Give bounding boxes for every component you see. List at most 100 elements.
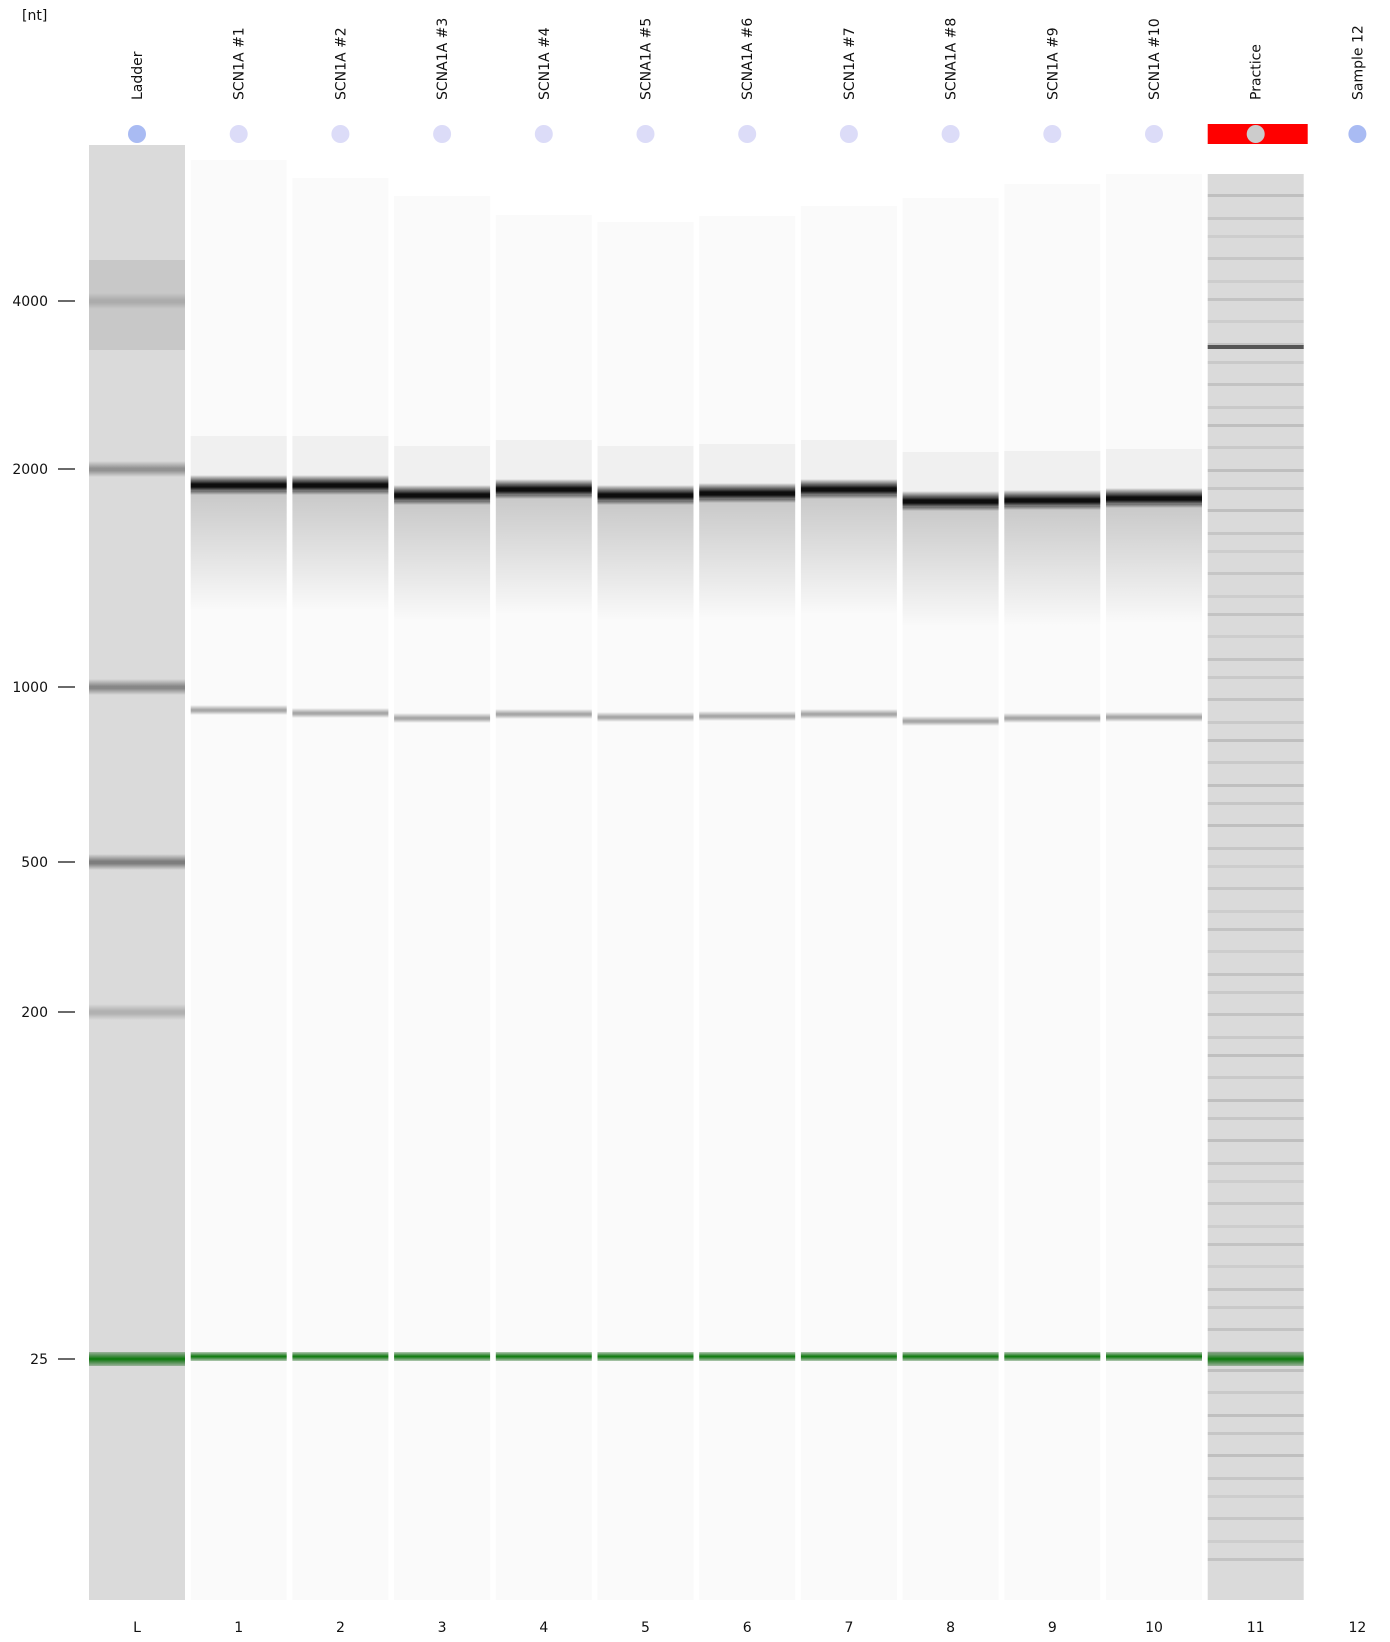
smear — [394, 501, 491, 621]
band — [902, 716, 999, 726]
band — [1207, 1202, 1304, 1205]
band — [394, 713, 491, 723]
lane-name: SCNA1A #6 — [740, 18, 756, 100]
lane: SCN1A #4 4 — [495, 27, 592, 1636]
smear — [699, 499, 796, 619]
band — [1207, 1288, 1304, 1291]
lane-name: Practice — [1249, 44, 1265, 100]
lane-body — [800, 206, 897, 1600]
lane-body — [89, 145, 185, 1600]
lane-body — [292, 178, 389, 1600]
band — [1207, 1076, 1304, 1079]
lane-name: SCNA1A #3 — [435, 18, 451, 100]
band — [1207, 1225, 1304, 1228]
tick-label: 1000 — [12, 680, 48, 696]
band — [1207, 320, 1304, 323]
band — [1207, 658, 1304, 661]
band — [1207, 1477, 1304, 1480]
smear — [495, 495, 592, 615]
smear — [1004, 506, 1101, 626]
band — [1207, 1036, 1304, 1039]
band — [1207, 865, 1304, 868]
band — [190, 705, 287, 715]
lane-dot — [839, 125, 858, 143]
lane-dot — [738, 125, 757, 143]
band — [1207, 676, 1304, 679]
lane-dot — [229, 125, 248, 143]
lane-number: 7 — [844, 1620, 853, 1636]
band — [699, 483, 796, 503]
smear — [394, 446, 491, 491]
band — [1207, 1432, 1304, 1435]
marker-band — [1004, 1352, 1101, 1361]
band — [1207, 1265, 1304, 1268]
band — [1207, 887, 1304, 890]
lane: SCN1A #1 1 — [190, 27, 287, 1636]
band — [1207, 1099, 1304, 1102]
marker-band — [394, 1352, 491, 1361]
band — [1207, 509, 1304, 512]
smear — [292, 436, 389, 481]
lane: SCN1A #7 7 — [800, 27, 897, 1636]
band — [1207, 1391, 1304, 1394]
smear — [190, 436, 287, 481]
band — [1207, 739, 1304, 742]
band — [1207, 532, 1304, 535]
lane-name: SCN1A #10 — [1147, 18, 1163, 100]
lane-number: 6 — [743, 1620, 752, 1636]
band — [495, 709, 592, 719]
smear — [292, 491, 389, 611]
lane-dot — [433, 125, 452, 143]
lane-dot — [534, 125, 553, 143]
smear — [597, 501, 694, 621]
lane-number: 5 — [641, 1620, 650, 1636]
lane-name: Sample 12 — [1350, 25, 1366, 100]
band — [1207, 406, 1304, 409]
band — [1207, 635, 1304, 638]
axis-unit: [nt] — [22, 8, 47, 24]
band — [1106, 712, 1202, 722]
lane-number: 10 — [1145, 1620, 1163, 1636]
lane-number: 3 — [438, 1620, 447, 1636]
smear — [800, 440, 897, 485]
lane: Ladder L — [89, 51, 185, 1636]
band — [699, 711, 796, 721]
band — [1207, 1013, 1304, 1016]
band — [1207, 802, 1304, 805]
lane: SCN1A #10 10 — [1106, 18, 1202, 1636]
lane-name: SCN1A #4 — [537, 27, 553, 100]
lane-name: SCN1A #1 — [232, 27, 248, 100]
band — [1207, 446, 1304, 449]
smear — [902, 452, 999, 497]
lane-body — [495, 215, 592, 1600]
lane: SCNA1A #3 3 — [394, 18, 491, 1636]
band — [1207, 1540, 1304, 1543]
lane-dot — [1145, 125, 1163, 143]
smear — [190, 491, 287, 611]
band — [89, 854, 185, 870]
band — [1207, 1517, 1304, 1520]
band — [1207, 298, 1304, 301]
lane: SCNA1A #8 8 — [902, 18, 999, 1636]
smear — [495, 440, 592, 485]
band — [1207, 1243, 1304, 1246]
band — [1207, 847, 1304, 850]
band — [1207, 345, 1304, 349]
lane-number: L — [133, 1620, 141, 1636]
lane: SCN1A #2 2 — [292, 27, 389, 1636]
band — [1207, 194, 1304, 197]
lane: Practice 11 — [1207, 44, 1308, 1636]
band — [190, 475, 287, 495]
lane-name: SCNA1A #5 — [639, 18, 655, 100]
marker-band — [902, 1352, 999, 1361]
band — [1207, 257, 1304, 260]
band — [1004, 490, 1101, 510]
smear — [902, 507, 999, 627]
band — [1106, 488, 1202, 508]
lane-name: SCN1A #7 — [842, 27, 858, 100]
marker-band — [190, 1352, 287, 1361]
tick-label: 25 — [30, 1352, 48, 1368]
band — [1207, 469, 1304, 472]
smear — [699, 444, 796, 489]
